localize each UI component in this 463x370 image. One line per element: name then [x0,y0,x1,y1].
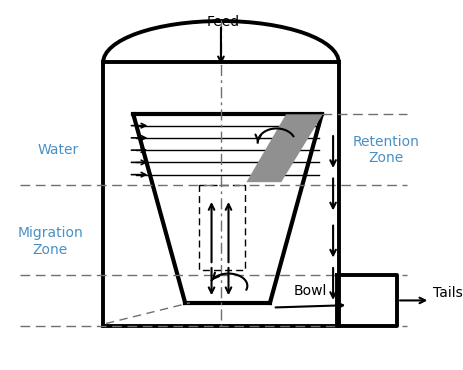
Polygon shape [246,114,322,182]
Text: Feed: Feed [206,16,239,29]
Text: Water: Water [37,143,78,157]
Text: Retention
Zone: Retention Zone [352,135,419,165]
Text: Bowl: Bowl [293,285,326,299]
Text: Tails: Tails [432,286,462,300]
Text: Migration
Zone: Migration Zone [18,226,83,257]
